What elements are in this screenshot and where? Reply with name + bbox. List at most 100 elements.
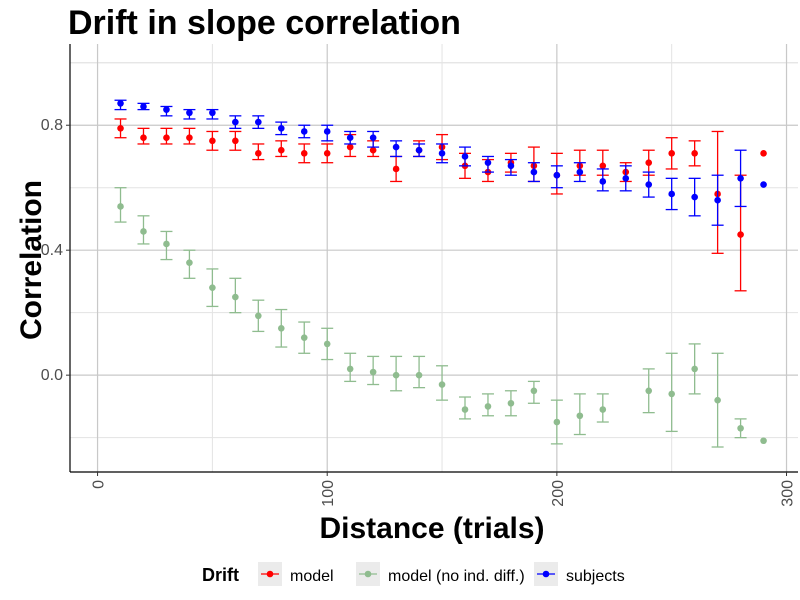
data-point <box>255 118 262 126</box>
data-point <box>622 175 630 182</box>
data-point <box>415 371 423 379</box>
data-point <box>300 150 308 157</box>
x-axis-title: Distance (trials) <box>319 512 544 545</box>
data-point <box>232 293 239 301</box>
data-point <box>117 203 124 210</box>
data-point <box>186 109 193 117</box>
legend-key-point <box>266 570 274 578</box>
data-point <box>117 125 124 132</box>
data-point <box>484 403 492 410</box>
data-point <box>117 100 124 107</box>
data-point <box>668 150 675 157</box>
data-point <box>415 146 423 154</box>
series-2 <box>114 99 767 226</box>
data-point <box>369 368 377 376</box>
data-point <box>461 406 469 413</box>
data-point <box>691 193 698 201</box>
x-tick-label: 0 <box>91 480 108 489</box>
data-point <box>530 387 538 395</box>
y-tick-label: 0.8 <box>41 117 63 134</box>
data-point <box>255 312 262 320</box>
data-point <box>369 134 377 142</box>
data-point <box>645 181 653 188</box>
data-point <box>392 165 400 173</box>
data-point <box>163 240 170 248</box>
data-point <box>553 171 561 179</box>
data-point <box>438 150 446 157</box>
legend-label: subjects <box>566 568 625 585</box>
data-point <box>576 168 584 176</box>
data-point <box>484 159 492 167</box>
data-point <box>645 159 653 167</box>
y-axis-title: Correlation <box>15 180 48 340</box>
data-point <box>760 150 767 157</box>
data-point <box>691 365 698 373</box>
data-point <box>140 134 147 142</box>
data-point <box>323 128 331 135</box>
data-point <box>392 143 400 151</box>
data-point <box>737 424 744 432</box>
data-point <box>209 284 216 291</box>
data-point <box>461 153 469 160</box>
data-point <box>163 134 170 142</box>
data-point <box>599 162 607 170</box>
legend-label: model <box>290 568 334 585</box>
data-point <box>645 387 653 395</box>
data-point <box>346 143 354 151</box>
legend-key-point <box>542 570 550 578</box>
data-point <box>346 365 354 373</box>
data-point <box>507 399 515 407</box>
data-point <box>232 137 239 145</box>
data-point <box>323 150 331 157</box>
data-point <box>140 228 147 235</box>
data-point <box>737 175 744 182</box>
x-tick-label: 100 <box>320 480 337 507</box>
data-point <box>323 340 331 348</box>
y-ticks: 0.0 0.4 0.8 <box>41 117 70 384</box>
data-point <box>300 334 308 341</box>
data-point <box>760 437 767 445</box>
chart-title: Drift in slope correlation <box>68 4 461 42</box>
data-point <box>277 146 285 154</box>
x-ticks: 0 100 200 300 <box>91 472 797 507</box>
x-tick-label: 200 <box>550 480 567 507</box>
data-point <box>392 371 400 379</box>
data-point <box>140 103 147 110</box>
axes <box>69 44 798 473</box>
data-point <box>691 150 698 157</box>
data-point <box>232 118 239 126</box>
data-point <box>186 134 193 142</box>
data-point <box>369 146 377 154</box>
data-point <box>163 106 170 113</box>
grid-minor <box>70 44 798 472</box>
legend-title: Drift <box>202 565 239 585</box>
y-tick-label: 0.0 <box>41 367 63 384</box>
data-point <box>300 128 308 135</box>
data-point <box>576 412 584 420</box>
data-marks <box>114 99 767 448</box>
data-point <box>277 324 285 332</box>
data-point <box>255 150 262 157</box>
data-point <box>507 162 515 170</box>
data-point <box>714 396 721 404</box>
legend: Drift model model (no ind. diff.) subjects <box>202 562 625 586</box>
data-point <box>209 109 216 117</box>
data-point <box>714 196 721 204</box>
x-tick-label: 300 <box>780 480 797 507</box>
data-point <box>760 181 767 188</box>
series-0 <box>114 118 767 292</box>
y-tick-label: 0.4 <box>41 242 63 259</box>
legend-key-point <box>364 570 372 578</box>
data-point <box>346 134 354 142</box>
data-point <box>209 137 216 145</box>
data-point <box>599 178 607 185</box>
data-point <box>530 168 538 176</box>
grid-major <box>70 44 798 472</box>
data-point <box>668 190 675 198</box>
series-1 <box>114 187 767 448</box>
data-point <box>438 381 446 388</box>
data-point <box>277 125 285 132</box>
legend-label: model (no ind. diff.) <box>388 568 525 585</box>
